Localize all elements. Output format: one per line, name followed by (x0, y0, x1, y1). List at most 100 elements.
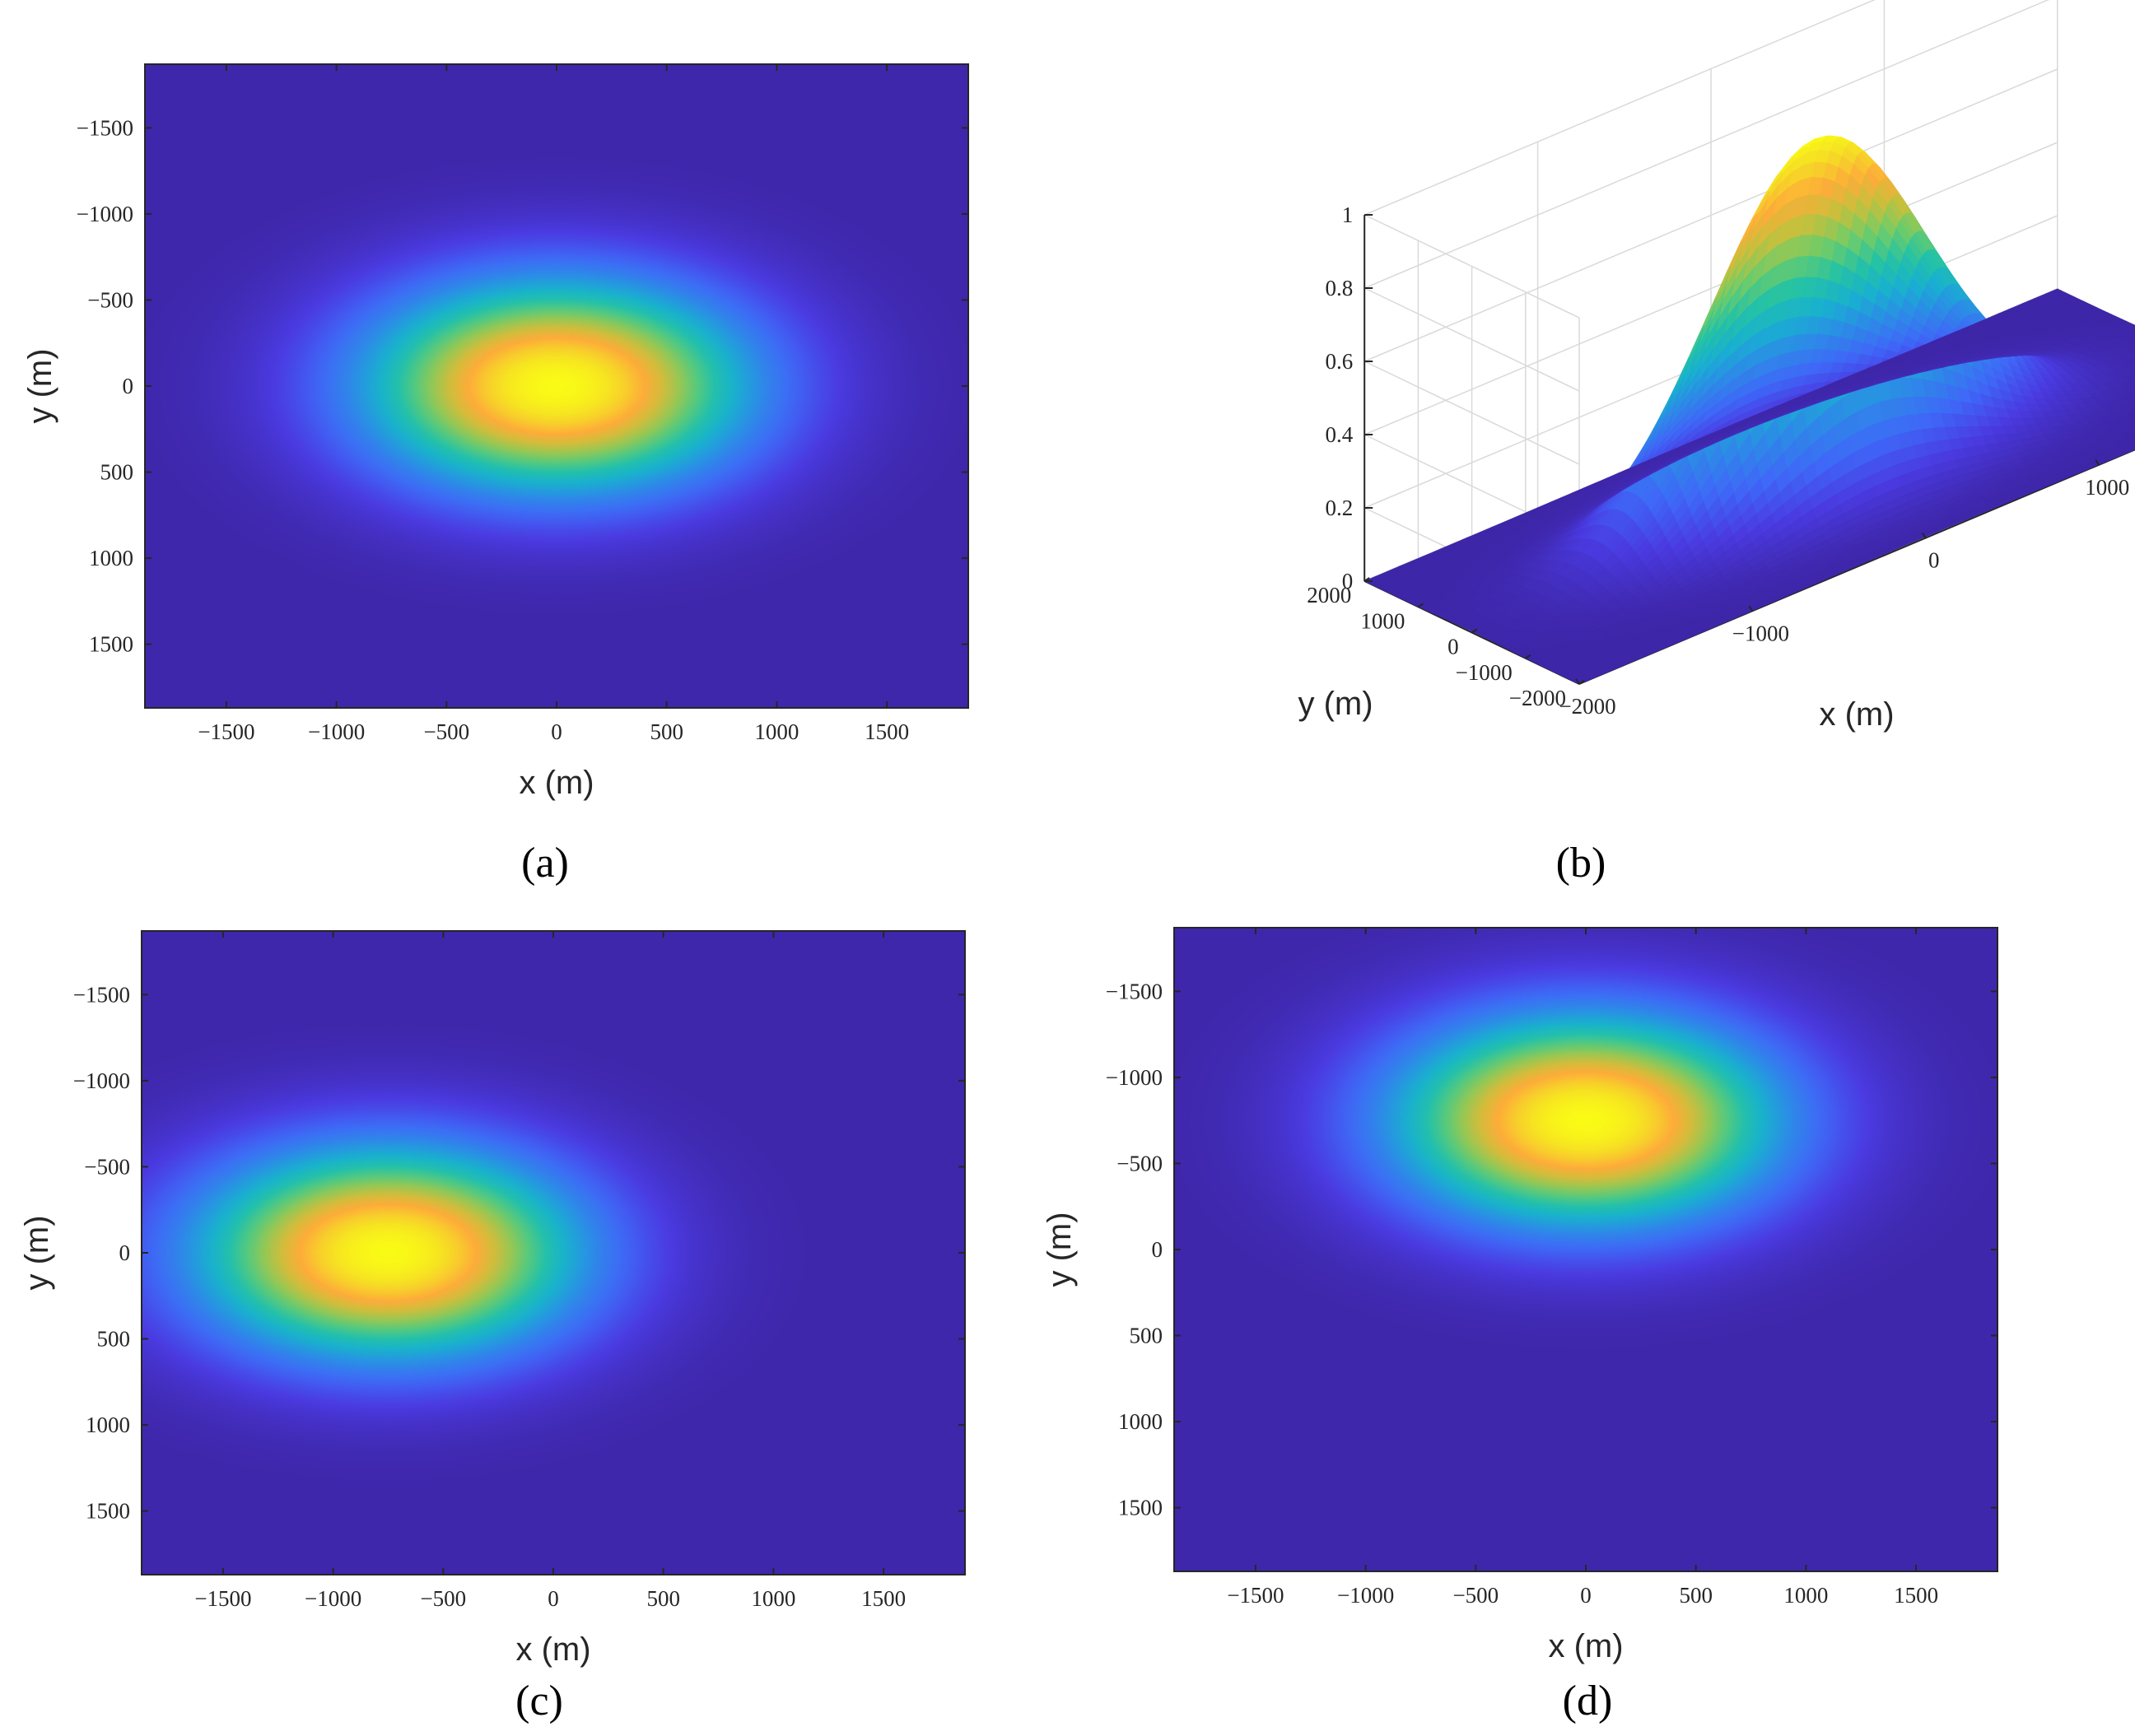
y-tick-label: 500 (1130, 1324, 1163, 1348)
surface-facet (2127, 328, 2135, 334)
surface-facet (2126, 386, 2135, 393)
y-tick-labels: −1500 −1000 −500 0 500 1000 1500 (77, 115, 968, 657)
y-tick-label: 500 (100, 460, 134, 485)
heatmap-field (145, 64, 968, 708)
x-tick-label: −500 (420, 1586, 466, 1611)
surface-facet (2127, 376, 2135, 382)
y-tick-label: −1500 (1106, 979, 1163, 1003)
x-tick-label: 0 (551, 719, 562, 744)
surface-facet (2131, 332, 2135, 336)
y-tick-label: 1500 (1118, 1496, 1163, 1520)
x-axis-label: x (m) (1548, 1628, 1623, 1664)
y-tick-label: 1000 (1360, 608, 1405, 633)
heatmap-plot-area (1174, 928, 1997, 1571)
surface-facet (2130, 426, 2135, 430)
y-tick-label: −1000 (1106, 1065, 1163, 1090)
surface-facet (2132, 361, 2135, 364)
y-tick-label: −500 (87, 287, 133, 312)
x-tick-labels: −1500 −1000 −500 0 500 1000 1500 (198, 64, 909, 744)
y-tick-mark (1471, 628, 1478, 634)
y-tick-mark (1364, 577, 1370, 582)
x-tick-label: 1500 (861, 1586, 906, 1611)
z-tick-label: 0.4 (1325, 422, 1353, 447)
y-tick-label: 500 (97, 1327, 131, 1352)
x-tick-label: −1500 (198, 719, 254, 744)
y-tick-mark (1578, 680, 1585, 685)
x-tick-label: −1500 (194, 1586, 251, 1611)
y-tick-mark (1417, 603, 1424, 608)
y-tick-label: −1000 (77, 202, 133, 226)
surface-facet (2130, 379, 2135, 384)
x-tick-label: 1000 (1783, 1583, 1828, 1608)
heatmap-plot-area (145, 64, 968, 708)
y-tick-mark (1525, 654, 1531, 659)
x-tick-labels: −1500 −1000 −500 0 500 1000 1500 (1227, 928, 1938, 1608)
surface-facet (2129, 390, 2135, 395)
y-tick-label: −1000 (73, 1068, 130, 1093)
x-tick-mark (2095, 459, 2100, 466)
x-tick-mark (1921, 532, 1927, 539)
y-tick-label: −1000 (1456, 660, 1513, 685)
x-tick-label: 1500 (865, 719, 909, 744)
surface-facet (2127, 421, 2135, 428)
x-axis-label: x (m) (519, 765, 594, 801)
surface-facet (2132, 404, 2135, 407)
y-tick-label: 1000 (1118, 1409, 1163, 1434)
heatmap-field (142, 931, 965, 1575)
surface-facet (2123, 334, 2135, 342)
surface-mesh (1364, 135, 2135, 685)
surface-facet (2130, 340, 2135, 345)
surface-facet (2131, 415, 2135, 419)
panel-label: (b) (1556, 840, 1606, 887)
y-tick-label: −1500 (77, 115, 133, 140)
y-tick-labels: −1500 −1000 −500 0 500 1000 1500 (1106, 979, 1997, 1520)
surface-facet (2129, 349, 2135, 354)
x-tick-label: 500 (650, 719, 683, 744)
y-tick-label: 0 (1447, 635, 1459, 659)
surface-facet (2128, 366, 2135, 372)
x-tick-label: 500 (1679, 1583, 1713, 1608)
surface-facet (2128, 357, 2135, 363)
panel-d: −1500 −1000 −500 0 500 1000 1500 −1500 −1000 −50… (1042, 927, 1998, 1724)
x-tick-label: 1000 (754, 719, 799, 744)
panel-label: (a) (521, 840, 569, 887)
y-axis-label: y (m) (1042, 1212, 1078, 1287)
x-tick-label: −1000 (308, 719, 365, 744)
x-tick-label: −2000 (1559, 694, 1615, 719)
y-tick-label: 1500 (89, 632, 133, 657)
surface-facet (2128, 445, 2135, 451)
y-tick-labels: −1500 −1000 −500 0 500 1000 1500 (73, 982, 965, 1524)
x-tick-label: 0 (1580, 1583, 1592, 1608)
x-tick-label: 0 (548, 1586, 559, 1611)
x-axis-label: x (m) (1819, 696, 1894, 733)
y-tick-label: 1000 (89, 546, 133, 570)
y-tick-label: 0 (123, 374, 134, 398)
y-tick-label: 0 (1152, 1237, 1163, 1262)
y-axis-label: y (m) (19, 1215, 55, 1290)
heatmap-plot-area (142, 931, 965, 1575)
x-tick-label: 500 (646, 1586, 680, 1611)
panel-a: −1500 −1000 −500 0 500 1000 1500 −1500 −1000 −50… (22, 63, 969, 887)
z-tick-labels: 0 0.2 0.4 0.6 0.8 1 (1325, 202, 1373, 593)
x-tick-label: −500 (423, 719, 469, 744)
y-tick-label: −2000 (1509, 686, 1566, 710)
y-tick-label: 2000 (1307, 583, 1351, 607)
y-tick-label: 1000 (86, 1413, 130, 1437)
y-tick-label: 1500 (86, 1499, 130, 1524)
x-tick-mark (1575, 678, 1580, 685)
surface-facet (2123, 325, 2135, 333)
x-tick-label: 1000 (2085, 475, 2129, 500)
x-tick-label: −1000 (1337, 1583, 1394, 1608)
surface-facet (2123, 418, 2135, 426)
surface-facet (2128, 401, 2135, 407)
x-tick-mark (1748, 605, 1754, 612)
y-tick-label: 0 (119, 1240, 131, 1265)
y-axis-label: y (m) (1298, 686, 1373, 722)
x-tick-label: 1000 (751, 1586, 795, 1611)
y-tick-label: −500 (1116, 1151, 1163, 1175)
y-axis-label: y (m) (22, 348, 58, 423)
z-tick-label: 0.2 (1325, 496, 1353, 520)
y-tick-label: −500 (84, 1154, 130, 1179)
